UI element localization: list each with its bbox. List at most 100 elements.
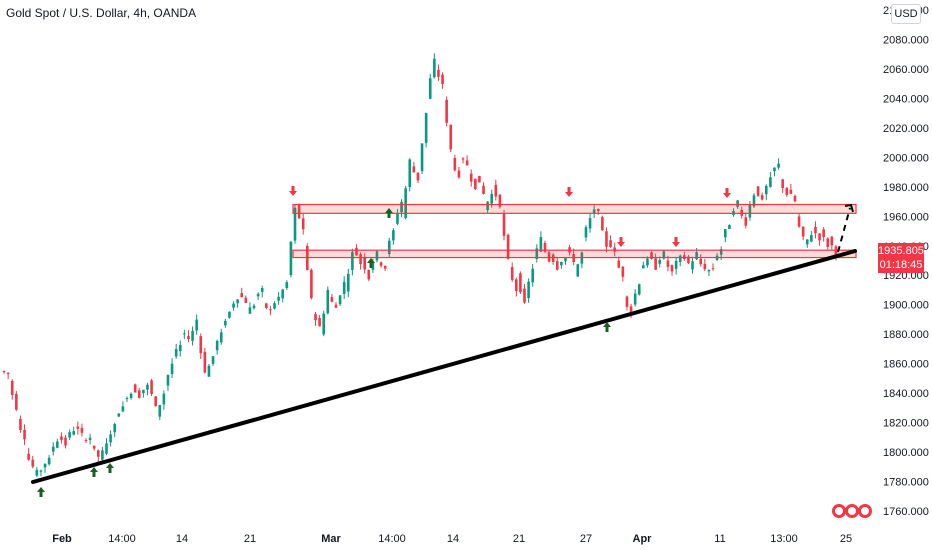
candle (367, 269, 371, 282)
candle (187, 330, 190, 343)
price-tick-label: 2000.000 (883, 152, 929, 164)
symbol-title[interactable]: Gold Spot / U.S. Dollar, 4h, OANDA (6, 6, 197, 20)
price-tick-label: 1900.000 (883, 300, 929, 312)
candle (531, 263, 534, 287)
candle (519, 271, 522, 295)
candle (674, 257, 678, 275)
price-tick-label: 1920.000 (883, 270, 929, 282)
candle (469, 169, 473, 187)
candle (117, 413, 121, 417)
candle (650, 251, 653, 260)
candle (445, 96, 448, 127)
candle (797, 213, 801, 228)
candle (170, 358, 174, 378)
candle (699, 254, 703, 267)
candle (576, 263, 580, 278)
candle (178, 340, 182, 357)
last-price-tag: 1935.805 01:18:45 (878, 243, 924, 273)
candle (728, 224, 731, 230)
candle (68, 429, 71, 441)
candle (174, 343, 178, 359)
down-arrow-icon (672, 237, 680, 247)
candle (252, 303, 256, 310)
candle (465, 155, 469, 166)
candle (326, 286, 330, 315)
candle (310, 268, 313, 300)
candle (670, 264, 674, 276)
candle (535, 244, 539, 263)
trendline[interactable] (31, 249, 857, 484)
candle (420, 143, 424, 175)
candle (166, 374, 170, 391)
candle (789, 184, 793, 194)
time-axis[interactable]: Feb 14:00 14 21 Mar 14:00 14 21 27 Apr 11 13:00 25 (52, 533, 852, 545)
candle (146, 382, 149, 396)
candle (228, 311, 231, 319)
candle (269, 305, 272, 316)
candle (76, 421, 80, 435)
price-zone[interactable] (292, 249, 857, 259)
candle (195, 314, 198, 335)
candle (687, 254, 690, 265)
price-tick-label: 1840.000 (883, 388, 929, 400)
candle (318, 314, 321, 327)
currency-button[interactable]: USD (891, 4, 921, 24)
price-tick-label: 2080.000 (883, 34, 929, 46)
down-arrow-icon (617, 237, 625, 247)
time-tick-label: Feb (52, 533, 72, 545)
economic-event-icon[interactable] (845, 504, 859, 518)
candle (658, 256, 662, 268)
candle (293, 204, 297, 244)
candle (506, 233, 510, 260)
time-tick-label: 14 (176, 533, 188, 545)
candle (232, 301, 235, 311)
candle (72, 426, 76, 436)
candle (678, 254, 682, 267)
candle (437, 64, 440, 81)
candle (6, 372, 10, 380)
candle (43, 463, 47, 473)
time-tick-label: Mar (321, 533, 341, 545)
candle (777, 158, 780, 170)
candle (564, 257, 567, 265)
down-arrow-icon (289, 186, 297, 196)
time-tick-label: 11 (714, 533, 725, 545)
candle (707, 269, 711, 276)
candle (240, 287, 244, 298)
candle (494, 179, 498, 201)
candle (56, 438, 59, 449)
time-tick-label: 21 (244, 533, 256, 545)
candle (625, 295, 629, 311)
candle (330, 294, 334, 303)
event-icons[interactable] (832, 504, 872, 518)
candle (760, 192, 764, 201)
candle (814, 221, 817, 239)
price-tick-label: 1960.000 (883, 211, 929, 223)
price-tick-label: 1860.000 (883, 359, 929, 371)
candle (183, 329, 186, 339)
candle (769, 171, 772, 188)
candle (248, 302, 252, 314)
ascending-trendline[interactable] (31, 249, 857, 484)
candle (379, 261, 383, 268)
candle (236, 299, 239, 308)
candle (351, 248, 354, 276)
candle (256, 292, 260, 301)
candle (162, 390, 166, 410)
candle (51, 442, 55, 456)
price-zone[interactable] (292, 203, 857, 214)
candle (133, 383, 137, 393)
candle (191, 326, 194, 346)
economic-event-icon[interactable] (832, 504, 846, 518)
time-tick-label: Apr (633, 533, 653, 545)
candle (539, 231, 543, 253)
time-tick-label: 14:00 (108, 533, 136, 545)
candle (523, 284, 526, 304)
candle (125, 396, 129, 402)
candle (654, 253, 657, 271)
time-tick-label: 14 (447, 533, 459, 545)
economic-event-icon[interactable] (858, 504, 872, 518)
candle (400, 199, 403, 218)
projection-line (837, 207, 851, 253)
